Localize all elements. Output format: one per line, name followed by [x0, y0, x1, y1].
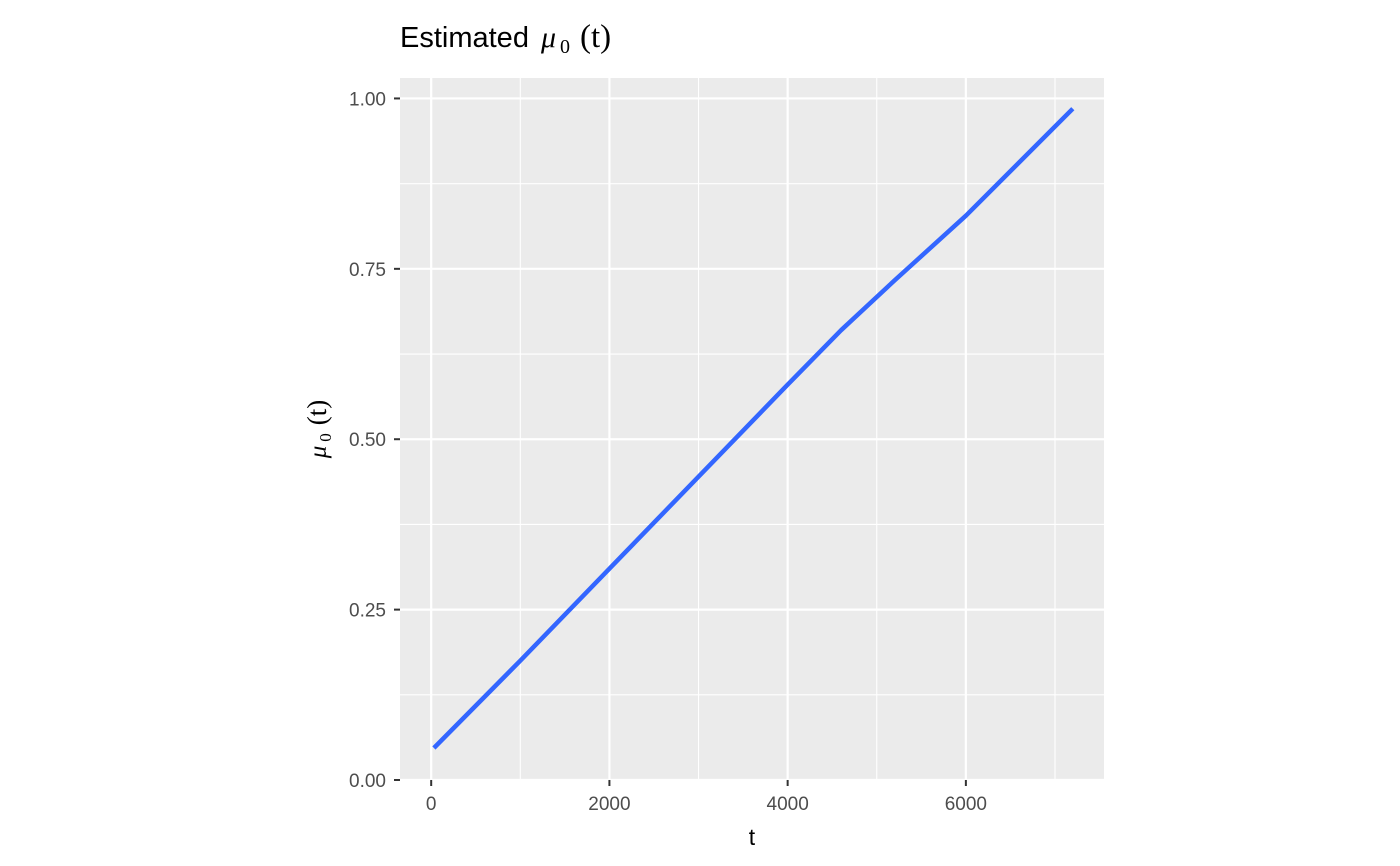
x-tick-label: 6000: [945, 794, 987, 815]
y-tick-label: 0.75: [349, 260, 386, 281]
x-tick-label: 2000: [588, 794, 630, 815]
y-tick-label: 1.00: [349, 89, 386, 110]
axis-ticks: [394, 97, 967, 786]
x-tick-label: 0: [426, 794, 437, 815]
major-gridlines: [400, 78, 1104, 782]
minor-gridlines: [400, 78, 1104, 780]
y-tick-label: 0.25: [349, 601, 386, 622]
y-tick-label: 0.50: [349, 430, 386, 451]
y-axis-title: μ 0 (t): [302, 400, 335, 460]
y-tick-labels: 0.00 0.25 0.50 0.75 1.00: [349, 89, 386, 792]
x-axis-title: t: [749, 824, 756, 850]
x-tick-labels: 0 2000 4000 6000: [426, 794, 987, 815]
series-line: [432, 107, 1075, 750]
series-layer: [432, 107, 1075, 750]
chart-title: Estimated μ 0 (t): [400, 19, 611, 58]
x-tick-label: 4000: [767, 794, 809, 815]
y-tick-label: 0.00: [349, 771, 386, 792]
